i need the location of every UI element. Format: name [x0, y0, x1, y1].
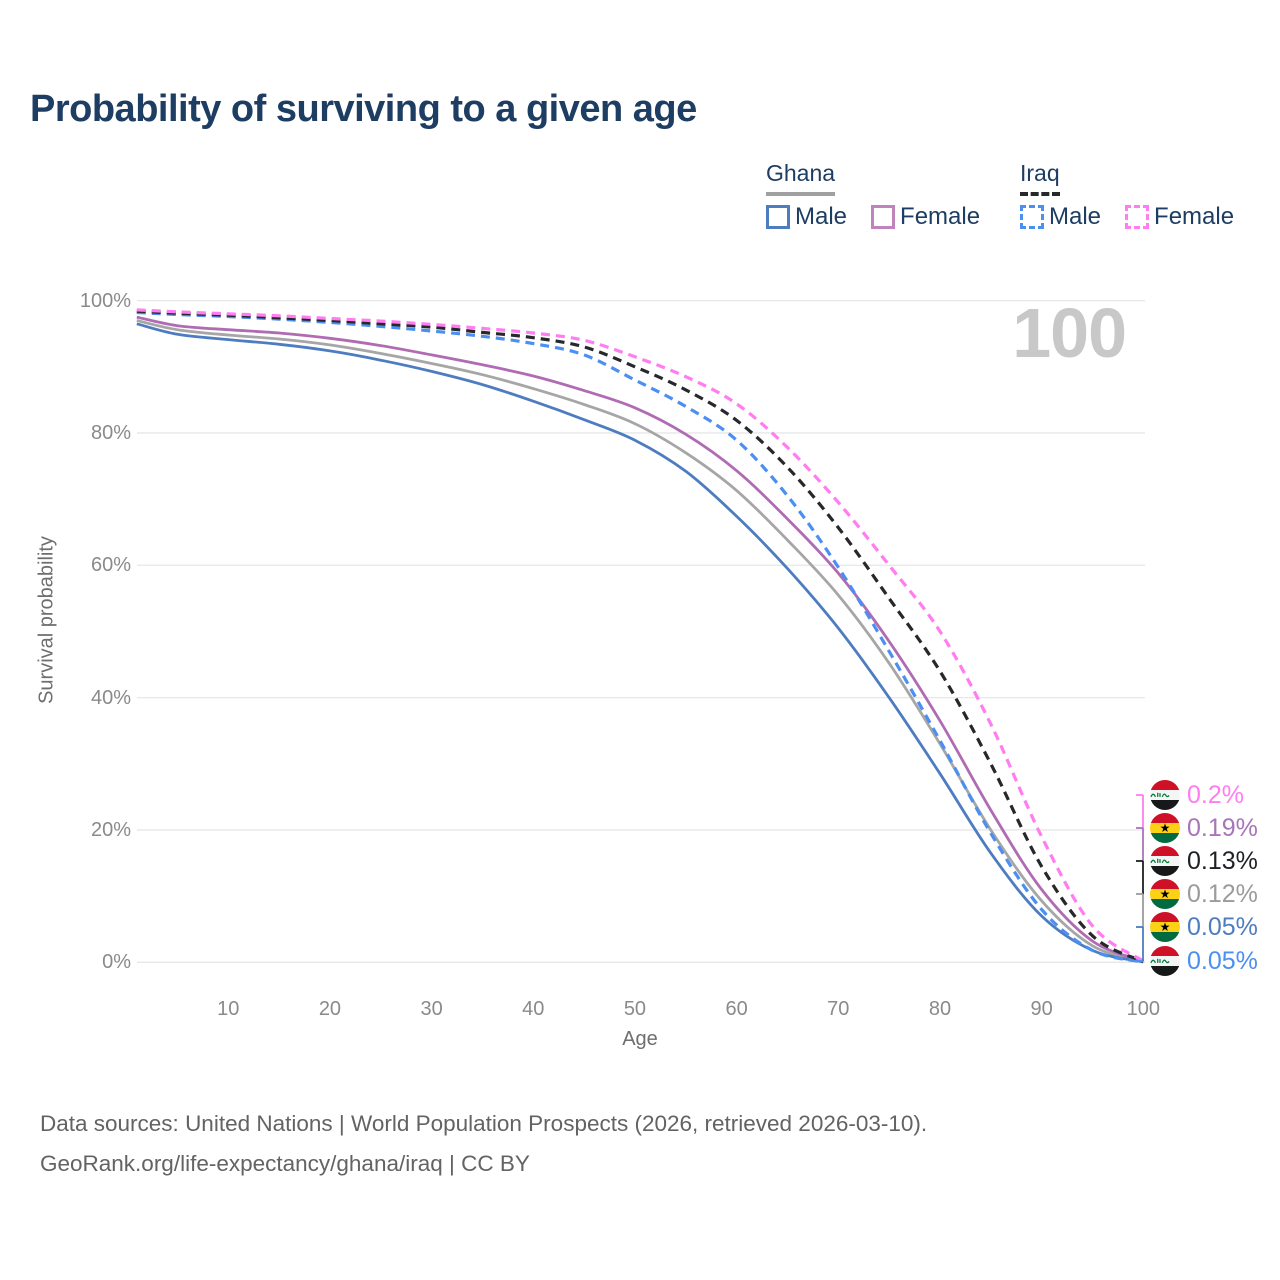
end-label-value: 0.05% [1187, 912, 1258, 941]
data-sources-note: Data sources: United Nations | World Pop… [40, 1111, 928, 1136]
legend-group-iraq-header[interactable]: Iraq [1020, 160, 1060, 196]
legend-swatch-icon [1125, 205, 1150, 229]
curve-iraq-both[interactable] [136, 309, 1145, 963]
y-tick-label: 60% [90, 554, 131, 577]
chart-title: Probability of surviving to a given age [30, 88, 697, 130]
legend-swatch-icon [1020, 205, 1044, 229]
iraq-flag-icon [1150, 846, 1180, 876]
y-axis-title: Survival probability [35, 536, 58, 704]
y-tick-label: 40% [90, 686, 131, 709]
end-label-row-iraq-005: 0.05% [1150, 945, 1258, 977]
x-tick-label: 40 [522, 998, 545, 1020]
end-label-value: 0.2% [1187, 780, 1244, 809]
legend-group-ghana-header[interactable]: Ghana [766, 160, 836, 196]
age-watermark: 100 [1012, 294, 1127, 372]
legend-item-ghana-male[interactable]: Male [766, 203, 847, 231]
legend-item-iraq-male[interactable]: Male [1020, 203, 1101, 231]
end-label-value: 0.13% [1187, 846, 1258, 875]
ghana-flag-icon: ★ [1150, 813, 1180, 843]
x-tick-label: 70 [827, 998, 850, 1020]
legend-items-iraq: Male Female [1020, 203, 1234, 231]
x-tick-label: 30 [420, 998, 443, 1020]
end-label-value: 0.05% [1187, 946, 1258, 975]
legend-item-iraq-female[interactable]: Female [1125, 203, 1234, 231]
x-tick-label: 10 [217, 998, 240, 1020]
end-label-value: 0.12% [1187, 879, 1258, 908]
x-tick-label: 60 [725, 998, 748, 1020]
legend-item-ghana-female[interactable]: Female [871, 203, 980, 231]
y-tick-label: 100% [79, 289, 131, 312]
end-label-row-iraq-013: 0.13% [1150, 845, 1258, 877]
y-tick-label: 0% [102, 951, 131, 974]
x-tick-label: 50 [623, 998, 647, 1020]
legend-item-label: Male [795, 203, 848, 230]
legend-items-ghana: Male Female [766, 203, 980, 231]
legend-group-iraq: Iraq Male Female [1020, 160, 1234, 231]
end-label-value: 0.19% [1187, 813, 1258, 842]
legend-swatch-icon [871, 205, 896, 229]
curve-ghana-male[interactable] [136, 322, 1144, 964]
x-tick-label: 20 [318, 998, 342, 1020]
legend-item-label: Female [900, 203, 981, 230]
curve-ghana-female[interactable] [136, 315, 1144, 963]
y-tick-label: 80% [90, 421, 131, 444]
ghana-flag-icon: ★ [1150, 912, 1180, 942]
end-label-row-ghana-012: ★ 0.12% [1150, 878, 1258, 910]
y-tick-label: 20% [90, 818, 131, 841]
ghana-flag-icon: ★ [1150, 879, 1180, 909]
iraq-flag-icon [1150, 946, 1180, 976]
end-label-row-ghana-019: ★ 0.19% [1150, 812, 1258, 844]
curve-ghana-both[interactable] [136, 319, 1144, 963]
end-label-row-ghana-005: ★ 0.05% [1150, 911, 1258, 943]
x-tick-label: 90 [1030, 998, 1053, 1020]
attribution-note: GeoRank.org/life-expectancy/ghana/iraq |… [40, 1151, 530, 1176]
x-tick-label: 80 [928, 998, 952, 1020]
curve-iraq-female[interactable] [136, 308, 1145, 963]
legend-item-label: Male [1049, 203, 1102, 230]
x-tick-label: 100 [1126, 998, 1160, 1020]
curve-iraq-male[interactable] [136, 310, 1144, 964]
legend-group-ghana: Ghana Male Female [766, 160, 980, 231]
iraq-flag-icon [1150, 780, 1180, 810]
x-axis-title: Age [622, 1028, 658, 1050]
legend-item-label: Female [1154, 203, 1235, 230]
end-label-row-iraq-02: 0.2% [1150, 779, 1244, 811]
legend-swatch-icon [766, 205, 790, 229]
chart-footer: Data sources: United Nations | World Pop… [40, 1104, 927, 1184]
